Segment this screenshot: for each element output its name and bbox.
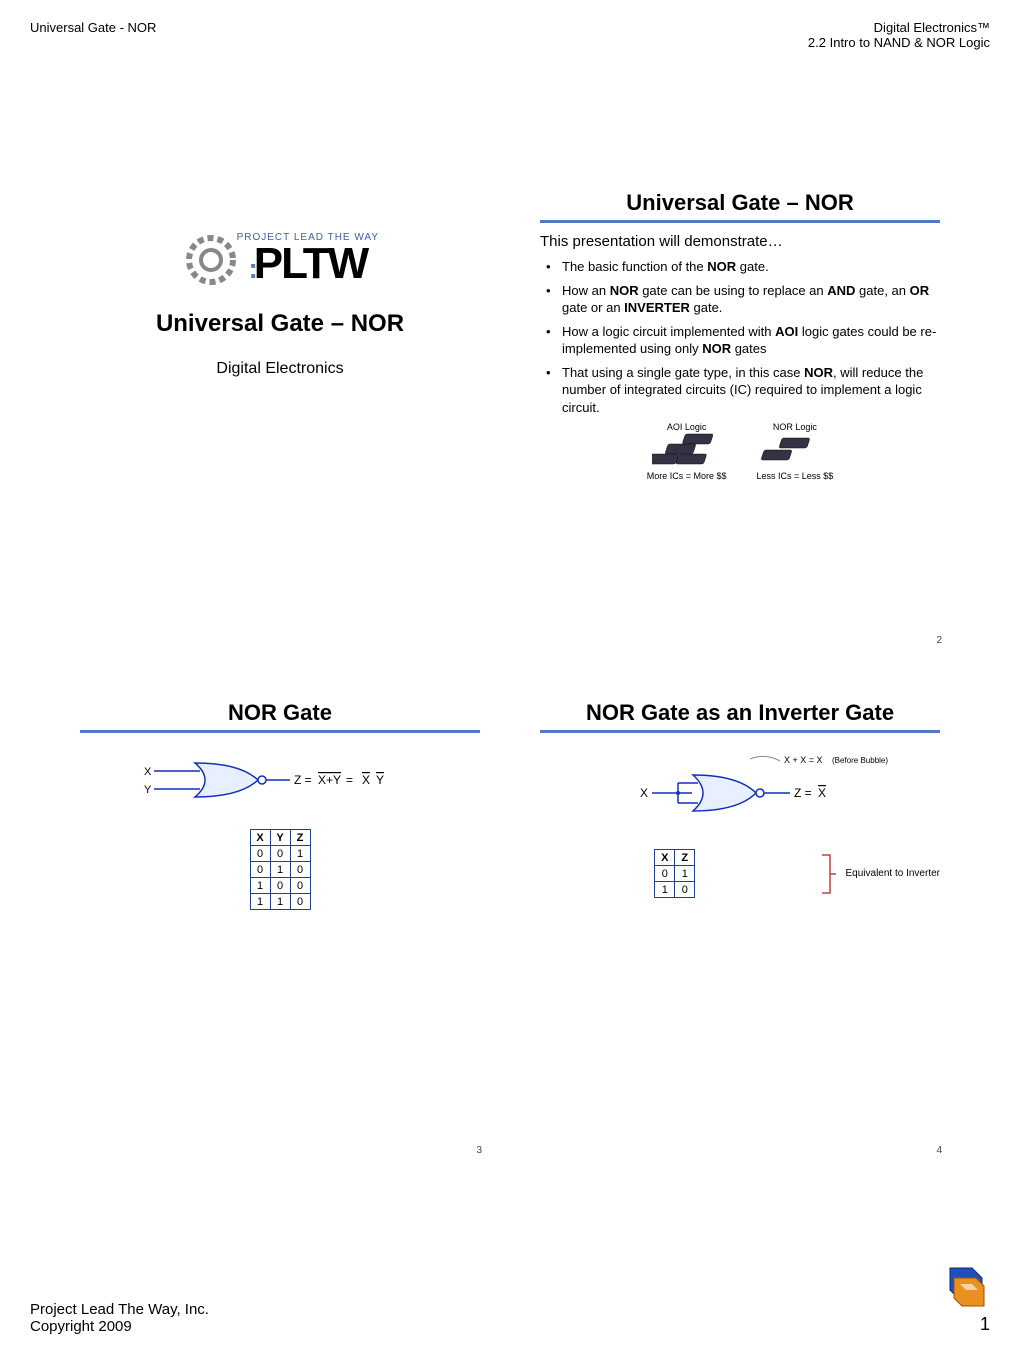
footer-line1: Project Lead The Way, Inc. <box>30 1301 209 1318</box>
slide-4: NOR Gate as an Inverter Gate X + X = X (… <box>530 690 950 1160</box>
svg-text:Z =: Z = <box>294 773 312 787</box>
nor-gate-diagram: X Y Z = X+Y = X Y <box>140 753 420 813</box>
slide1-title: Universal Gate – NOR <box>80 310 480 342</box>
table-row: 110 <box>250 894 310 910</box>
slide2-bullet-0: The basic function of the NOR gate. <box>554 258 940 276</box>
header-right-line1: Digital Electronics™ <box>808 20 990 35</box>
slide4-side-note: Equivalent to Inverter <box>846 868 941 879</box>
slide-2: Universal Gate – NOR This presentation w… <box>530 180 950 650</box>
footer-logo-icon <box>940 1262 990 1315</box>
svg-text:Y: Y <box>376 773 384 787</box>
pltw-gear-icon <box>181 230 241 290</box>
slide2-bullet-2: How a logic circuit implemented with AOI… <box>554 323 940 358</box>
svg-text:X: X <box>362 773 370 787</box>
table-row: XZ <box>655 850 695 866</box>
slide2-image-row: AOI Logic More ICs = More $$ NOR Logic <box>540 422 940 481</box>
slide2-nor-caption-bot: Less ICs = Less $$ <box>756 471 833 481</box>
svg-text:X: X <box>818 786 826 800</box>
chip-stack-aoi-icon <box>647 432 727 471</box>
slide4-table-row: XZ 01 10 Equivalent to Inverter <box>540 839 940 908</box>
slide2-aoi-caption-top: AOI Logic <box>647 422 727 432</box>
svg-text:X: X <box>640 786 648 800</box>
pltw-text: :PLTW <box>248 239 367 288</box>
slide4-truth-table: XZ 01 10 <box>654 849 695 898</box>
slides-container: PROJECT LEAD THE WAY :PLTW Universal Gat… <box>0 0 1020 1200</box>
slide3-title: NOR Gate <box>80 700 480 733</box>
nor-inverter-diagram: X + X = X (Before Bubble) X Z = X <box>580 753 900 823</box>
slide4-number: 4 <box>936 1145 942 1156</box>
slide2-bullet-1: How an NOR gate can be using to replace … <box>554 282 940 317</box>
slide4-title: NOR Gate as an Inverter Gate <box>540 700 940 733</box>
slide2-intro: This presentation will demonstrate… <box>540 233 940 250</box>
slide1-subtitle: Digital Electronics <box>80 360 480 378</box>
footer-page-number: 1 <box>980 1314 990 1335</box>
svg-text:X + X = X: X + X = X <box>784 755 823 765</box>
slide2-number: 2 <box>936 635 942 646</box>
slide2-aoi-col: AOI Logic More ICs = More $$ <box>647 422 727 481</box>
svg-text:Y: Y <box>144 784 152 796</box>
slide3-truth-table: XYZ 001 010 100 110 <box>250 829 311 910</box>
header-right-line2: 2.2 Intro to NAND & NOR Logic <box>808 35 990 50</box>
table-row: 001 <box>250 846 310 862</box>
footer-left: Project Lead The Way, Inc. Copyright 200… <box>30 1301 209 1335</box>
table-row: 10 <box>655 882 695 898</box>
table-row: XYZ <box>250 830 310 846</box>
chip-stack-nor-icon <box>756 432 833 471</box>
slide-1: PROJECT LEAD THE WAY :PLTW Universal Gat… <box>70 180 490 650</box>
slide2-aoi-caption-bot: More ICs = More $$ <box>647 471 727 481</box>
slide3-number: 3 <box>476 1145 482 1156</box>
svg-text:X+Y: X+Y <box>318 773 341 787</box>
svg-text:=: = <box>346 773 353 787</box>
slide2-nor-col: NOR Logic Less ICs = Less $$ <box>756 422 833 481</box>
pltw-logo: PROJECT LEAD THE WAY :PLTW <box>80 230 480 290</box>
header-right: Digital Electronics™ 2.2 Intro to NAND &… <box>808 20 990 50</box>
bracket-icon <box>818 849 838 899</box>
header-left: Universal Gate - NOR <box>30 20 156 35</box>
table-row: 100 <box>250 878 310 894</box>
slide2-nor-caption-top: NOR Logic <box>756 422 833 432</box>
slide2-title: Universal Gate – NOR <box>540 190 940 223</box>
slide2-bullet-3: That using a single gate type, in this c… <box>554 364 940 417</box>
footer-line2: Copyright 2009 <box>30 1318 209 1335</box>
svg-text:Z =: Z = <box>794 786 812 800</box>
table-row: 010 <box>250 862 310 878</box>
svg-text:X: X <box>144 766 152 778</box>
slide2-bullets: The basic function of the NOR gate. How … <box>540 258 940 416</box>
slide-3: NOR Gate X Y Z = X+Y = X Y XYZ 001 010 1… <box>70 690 490 1160</box>
svg-text:(Before Bubble): (Before Bubble) <box>832 756 888 765</box>
table-row: 01 <box>655 866 695 882</box>
